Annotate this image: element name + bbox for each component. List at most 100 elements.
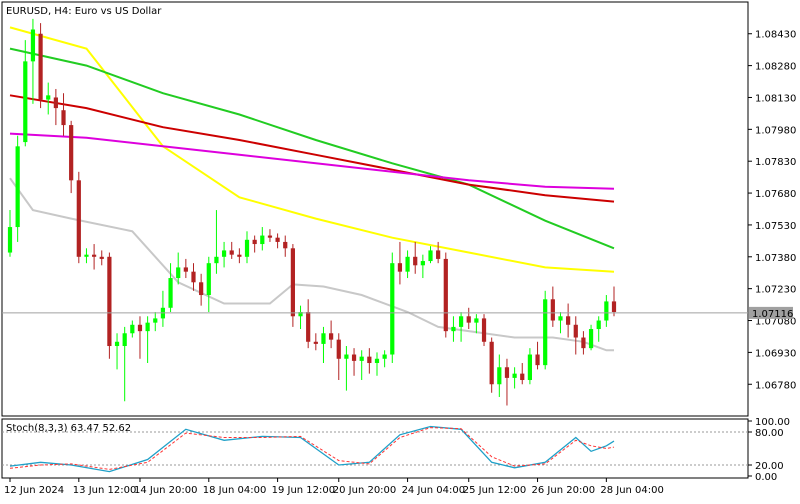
candle-body bbox=[206, 263, 211, 296]
chart-title: EURUSD, H4: Euro vs US Dollar bbox=[6, 6, 162, 17]
stoch-frame bbox=[1, 418, 749, 479]
candle-body bbox=[306, 312, 311, 342]
candle-body bbox=[497, 367, 502, 385]
candle-body bbox=[512, 373, 517, 378]
candle-body bbox=[244, 239, 250, 257]
price-tick-label: 1.08130 bbox=[755, 93, 796, 104]
candle-body bbox=[23, 61, 28, 143]
candle-body bbox=[428, 250, 433, 262]
candle-body bbox=[168, 278, 173, 308]
ma-line-green bbox=[9, 47, 615, 250]
time-tick-label: 25 Jun 12:00 bbox=[463, 485, 527, 496]
candle-body bbox=[252, 239, 257, 245]
candle-body bbox=[596, 320, 601, 330]
candle-body bbox=[176, 267, 181, 279]
ma-line-red bbox=[9, 94, 615, 203]
candle-body bbox=[558, 316, 563, 321]
stoch-label: Stoch(8,3,3) 63.47 52.62 bbox=[6, 423, 131, 434]
candle-body bbox=[53, 97, 58, 109]
candlestick-series bbox=[7, 18, 617, 406]
candle-body bbox=[474, 318, 479, 323]
candle-body bbox=[122, 333, 127, 347]
time-tick-label: 12 Jun 2024 bbox=[4, 485, 64, 496]
candle-body bbox=[527, 354, 533, 381]
candle-body bbox=[481, 318, 487, 342]
candle-body bbox=[221, 250, 227, 257]
candle-body bbox=[275, 237, 280, 242]
candle-body bbox=[336, 339, 341, 359]
time-tick-label: 13 Jun 12:00 bbox=[73, 485, 137, 496]
candle-body bbox=[38, 33, 43, 100]
stochastic-oscillator bbox=[9, 425, 615, 473]
candle-body bbox=[351, 354, 357, 361]
price-tick-label: 1.07380 bbox=[755, 253, 796, 264]
ma-line-magenta bbox=[9, 132, 615, 190]
candle-body bbox=[214, 256, 219, 264]
candle-body bbox=[15, 146, 20, 228]
price-tick-label: 1.07080 bbox=[755, 317, 796, 328]
candle-body bbox=[69, 125, 74, 181]
stoch-tick-label: 100.00 bbox=[755, 417, 790, 428]
candle-body bbox=[604, 301, 609, 321]
time-tick-label: 20 Jun 20:00 bbox=[333, 485, 397, 496]
time-tick-label: 28 Jun 04:00 bbox=[600, 485, 664, 496]
candle-body bbox=[130, 324, 135, 334]
candle-body bbox=[520, 373, 525, 381]
candle-body bbox=[84, 254, 89, 257]
candle-body bbox=[374, 358, 380, 364]
candle-body bbox=[566, 316, 571, 325]
stoch-tick-label: 80.00 bbox=[755, 428, 784, 439]
candle-body bbox=[267, 235, 273, 238]
candle-body bbox=[458, 316, 464, 327]
candle-body bbox=[382, 354, 387, 359]
stoch-tick-label: 20.00 bbox=[755, 461, 784, 472]
candle-body bbox=[76, 180, 81, 257]
main-chart-frame bbox=[1, 1, 749, 417]
candle-body bbox=[283, 241, 288, 249]
current-price-label: 1.07116 bbox=[752, 309, 793, 320]
ma-line-yellow bbox=[9, 26, 615, 273]
candle-body bbox=[451, 326, 456, 332]
candle-body bbox=[298, 312, 303, 317]
candle-body bbox=[359, 356, 364, 361]
time-tick-label: 26 Jun 20:00 bbox=[532, 485, 596, 496]
candle-body bbox=[581, 337, 586, 349]
price-tick-label: 1.07530 bbox=[755, 221, 796, 232]
candle-body bbox=[199, 282, 204, 296]
candle-body bbox=[183, 267, 188, 272]
price-tick-label: 1.07230 bbox=[755, 285, 796, 296]
candle-body bbox=[46, 95, 51, 100]
candle-body bbox=[329, 333, 334, 340]
candle-body bbox=[436, 250, 441, 259]
candle-body bbox=[611, 301, 617, 313]
candle-body bbox=[443, 258, 448, 332]
candle-body bbox=[61, 110, 66, 126]
candle-body bbox=[313, 341, 318, 344]
current-price-marker bbox=[749, 306, 793, 319]
price-tick-label: 1.07830 bbox=[755, 157, 796, 168]
candle-body bbox=[573, 324, 578, 338]
price-tick-label: 1.07980 bbox=[755, 125, 796, 136]
time-tick-label: 24 Jun 04:00 bbox=[402, 485, 466, 496]
candle-body bbox=[290, 248, 295, 317]
candle-body bbox=[504, 367, 510, 378]
stoch-tick-label: 0.00 bbox=[755, 472, 777, 483]
candle-body bbox=[550, 299, 555, 321]
time-tick-label: 18 Jun 04:00 bbox=[203, 485, 267, 496]
candle-body bbox=[229, 250, 234, 255]
candle-body bbox=[7, 227, 13, 253]
candle-body bbox=[237, 254, 242, 257]
stoch-main-line bbox=[9, 425, 615, 473]
candle-body bbox=[260, 235, 265, 245]
candle-body bbox=[30, 29, 36, 62]
candle-body bbox=[145, 322, 150, 332]
candle-body bbox=[390, 263, 395, 355]
candle-body bbox=[91, 254, 97, 257]
candle-body bbox=[405, 256, 410, 272]
candle-body bbox=[107, 256, 112, 347]
candle-body bbox=[535, 354, 540, 366]
